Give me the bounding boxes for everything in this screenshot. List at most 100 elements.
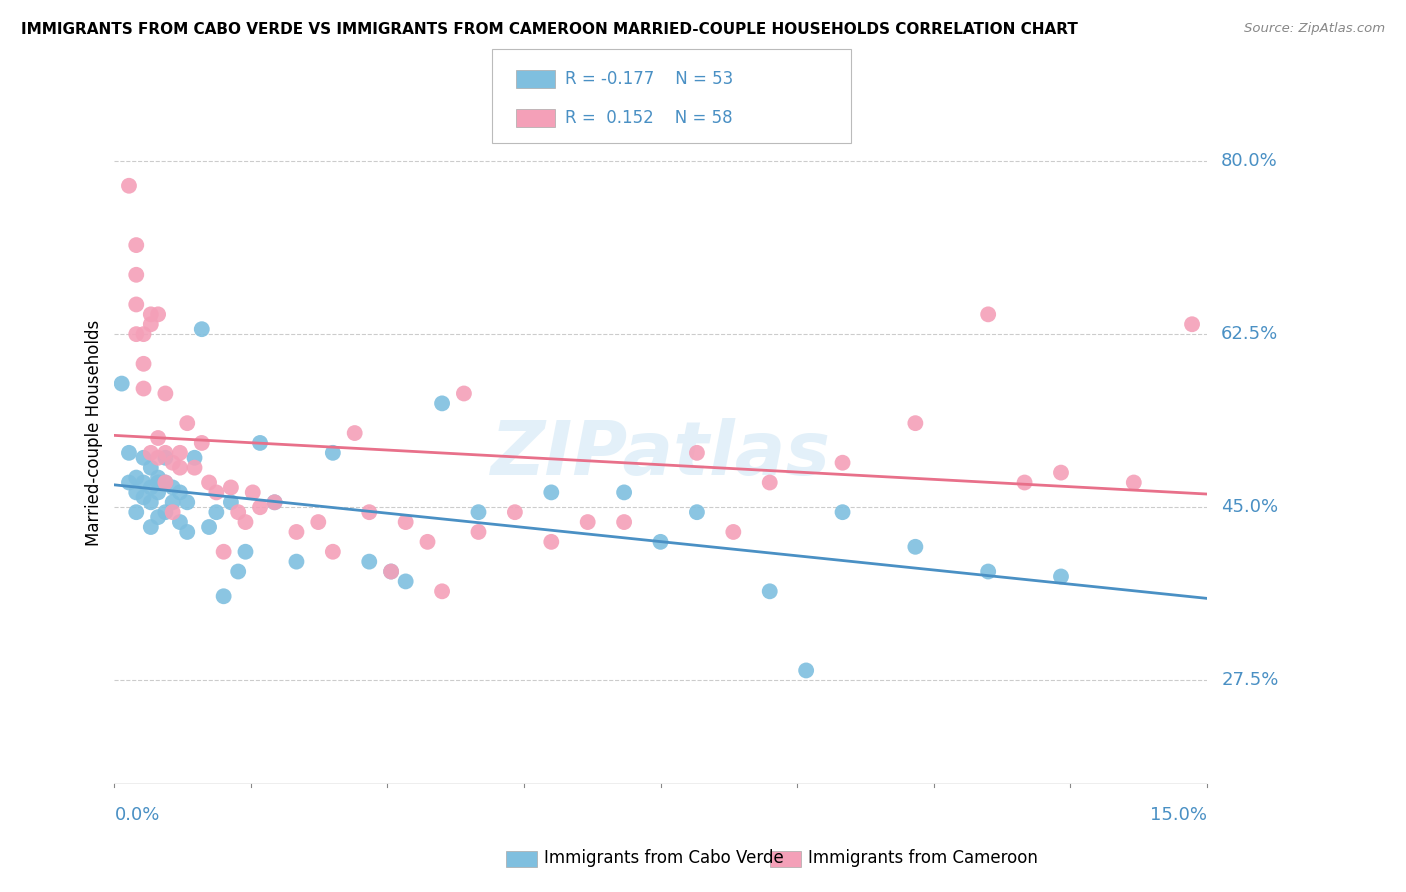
Text: IMMIGRANTS FROM CABO VERDE VS IMMIGRANTS FROM CAMEROON MARRIED-COUPLE HOUSEHOLDS: IMMIGRANTS FROM CABO VERDE VS IMMIGRANTS… <box>21 22 1078 37</box>
Point <box>132 357 155 371</box>
Text: ZIPatlas: ZIPatlas <box>491 417 831 491</box>
Point <box>831 505 853 519</box>
Point <box>904 540 927 554</box>
Point <box>139 318 162 332</box>
Point <box>794 664 817 678</box>
Point <box>111 376 134 391</box>
Point <box>176 524 198 539</box>
Point <box>162 480 184 494</box>
Point <box>155 386 177 401</box>
Text: Source: ZipAtlas.com: Source: ZipAtlas.com <box>1244 22 1385 36</box>
Point <box>155 450 177 465</box>
Point <box>176 495 198 509</box>
Point <box>686 446 709 460</box>
Point <box>139 460 162 475</box>
Text: Immigrants from Cabo Verde: Immigrants from Cabo Verde <box>544 849 785 867</box>
Point <box>904 416 927 430</box>
Point <box>118 446 141 460</box>
Point <box>132 327 155 342</box>
Point <box>307 515 329 529</box>
Point <box>118 178 141 193</box>
Point <box>162 505 184 519</box>
Point <box>118 475 141 490</box>
Point <box>169 485 191 500</box>
Point <box>540 485 562 500</box>
Point <box>285 555 308 569</box>
Point <box>125 238 148 252</box>
Point <box>155 505 177 519</box>
Point <box>146 450 169 465</box>
Text: R =  0.152    N = 58: R = 0.152 N = 58 <box>565 109 733 127</box>
Point <box>831 456 853 470</box>
Point <box>395 515 418 529</box>
Point <box>359 555 381 569</box>
Point <box>169 460 191 475</box>
Point <box>125 327 148 342</box>
Point <box>503 505 526 519</box>
Text: 0.0%: 0.0% <box>114 806 160 824</box>
Point <box>146 510 169 524</box>
Text: 62.5%: 62.5% <box>1222 325 1278 343</box>
Point <box>453 386 475 401</box>
Text: 80.0%: 80.0% <box>1222 152 1278 170</box>
Point <box>176 416 198 430</box>
Point <box>212 589 235 603</box>
Point <box>1050 569 1073 583</box>
Point <box>263 495 285 509</box>
Point <box>125 485 148 500</box>
Point <box>146 470 169 484</box>
Text: 45.0%: 45.0% <box>1222 499 1278 516</box>
Point <box>249 436 271 450</box>
Point <box>285 524 308 539</box>
Point <box>322 545 344 559</box>
Point <box>430 396 453 410</box>
Point <box>226 505 249 519</box>
Point <box>183 460 205 475</box>
Point <box>139 480 162 494</box>
Point <box>205 485 228 500</box>
Point <box>191 436 214 450</box>
Point <box>125 505 148 519</box>
Point <box>219 480 242 494</box>
Point <box>198 475 221 490</box>
Text: Immigrants from Cameroon: Immigrants from Cameroon <box>808 849 1038 867</box>
Point <box>125 297 148 311</box>
Point <box>139 307 162 321</box>
Text: 27.5%: 27.5% <box>1222 672 1278 690</box>
Point <box>1014 475 1036 490</box>
Point <box>125 470 148 484</box>
Point <box>686 505 709 519</box>
Point <box>650 534 672 549</box>
Point <box>1050 466 1073 480</box>
Point <box>467 505 489 519</box>
Point <box>146 475 169 490</box>
Point <box>322 446 344 460</box>
Point <box>132 491 155 505</box>
Point <box>205 505 228 519</box>
Point <box>977 565 1000 579</box>
Point <box>359 505 381 519</box>
Point <box>169 515 191 529</box>
Point <box>977 307 1000 321</box>
Point <box>430 584 453 599</box>
Point <box>226 565 249 579</box>
Point <box>183 450 205 465</box>
Point <box>212 545 235 559</box>
Point <box>198 520 221 534</box>
Point <box>132 382 155 396</box>
Point <box>139 446 162 460</box>
Point <box>576 515 599 529</box>
Point <box>395 574 418 589</box>
Point <box>162 495 184 509</box>
Point <box>235 515 257 529</box>
Point <box>242 485 264 500</box>
Point <box>155 446 177 460</box>
Text: R = -0.177    N = 53: R = -0.177 N = 53 <box>565 70 734 88</box>
Point <box>613 515 636 529</box>
Point <box>139 495 162 509</box>
Text: 15.0%: 15.0% <box>1150 806 1206 824</box>
Point <box>125 268 148 282</box>
Point <box>758 475 780 490</box>
Point <box>416 534 439 549</box>
Point <box>758 584 780 599</box>
